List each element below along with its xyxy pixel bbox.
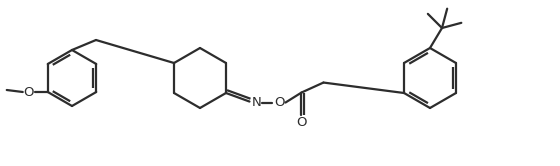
Text: O: O <box>296 116 307 129</box>
Text: O: O <box>274 96 284 109</box>
Text: N: N <box>251 96 262 109</box>
Text: O: O <box>24 85 34 98</box>
